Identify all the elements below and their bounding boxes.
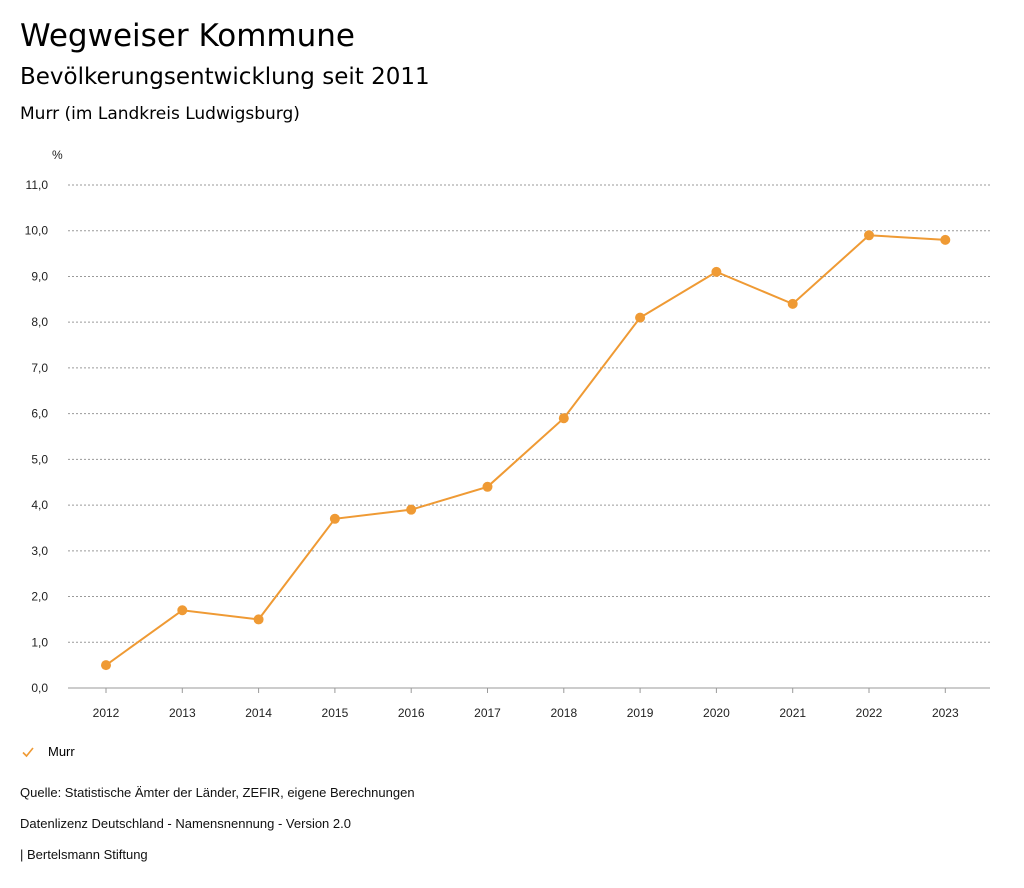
series-murr [101,230,951,671]
y-tick-label: 9,0 [31,269,48,283]
y-tick-label: 7,0 [31,361,48,375]
x-tick-label: 2018 [550,706,577,720]
series-line [105,234,946,666]
legend[interactable]: Murr [22,744,75,759]
page-title: Wegweiser Kommune [20,18,355,54]
x-tick-label: 2017 [474,706,501,720]
x-tick-label: 2015 [322,706,349,720]
y-axis-ticks: 0,0 1,0 2,0 3,0 4,0 5,0 6,0 7,0 8,0 9,0 10,0 11,0 [25,178,49,695]
data-point[interactable] [787,298,798,309]
y-tick-label: 11,0 [26,178,49,192]
x-tick-label: 2013 [169,706,196,720]
data-point[interactable] [177,605,188,616]
chart-subtitle: Bevölkerungsentwicklung seit 2011 [20,64,430,90]
data-point[interactable] [101,660,111,671]
data-point[interactable] [864,230,874,241]
y-tick-label: 6,0 [31,407,48,421]
x-axis-ticks: 2012 2013 2014 2015 2016 2017 2018 2019 2020 2021… [93,688,959,720]
x-tick-label: 2021 [779,706,806,720]
y-tick-label: 5,0 [31,452,48,466]
line-chart: % 0,0 1,0 2,0 3,0 4,0 5,0 6,0 7,0 8,0 9,0 10,0 11,0… [25,148,990,720]
data-point[interactable] [940,234,951,245]
x-tick-label: 2016 [398,706,425,720]
data-point[interactable] [635,312,646,323]
y-tick-label: 1,0 [31,635,48,649]
source-note: Quelle: Statistische Ämter der Länder, Z… [20,785,415,800]
x-tick-label: 2022 [856,706,883,720]
x-tick-label: 2023 [932,706,959,720]
license-note: Datenlizenz Deutschland - Namensnennung … [20,816,351,831]
y-tick-label: 10,0 [25,224,49,238]
y-tick-label: 0,0 [31,681,48,695]
data-point[interactable] [406,504,417,515]
data-point[interactable] [253,614,264,625]
data-point[interactable] [329,513,340,524]
region-label: Murr (im Landkreis Ludwigsburg) [20,104,300,124]
check-icon [22,746,34,757]
x-tick-label: 2020 [703,706,730,720]
publisher-note: | Bertelsmann Stiftung [20,847,148,862]
x-tick-label: 2012 [93,706,120,720]
x-tick-label: 2014 [245,706,272,720]
grid-lines [68,184,990,689]
x-tick-label: 2019 [627,706,654,720]
y-tick-label: 2,0 [31,590,48,604]
legend-label-murr: Murr [48,744,75,759]
y-axis-unit: % [52,148,63,162]
y-tick-label: 8,0 [31,315,48,329]
data-point[interactable] [711,266,722,277]
data-point[interactable] [482,481,493,492]
y-tick-label: 3,0 [31,544,48,558]
y-tick-label: 4,0 [31,498,48,512]
data-point[interactable] [558,413,569,424]
